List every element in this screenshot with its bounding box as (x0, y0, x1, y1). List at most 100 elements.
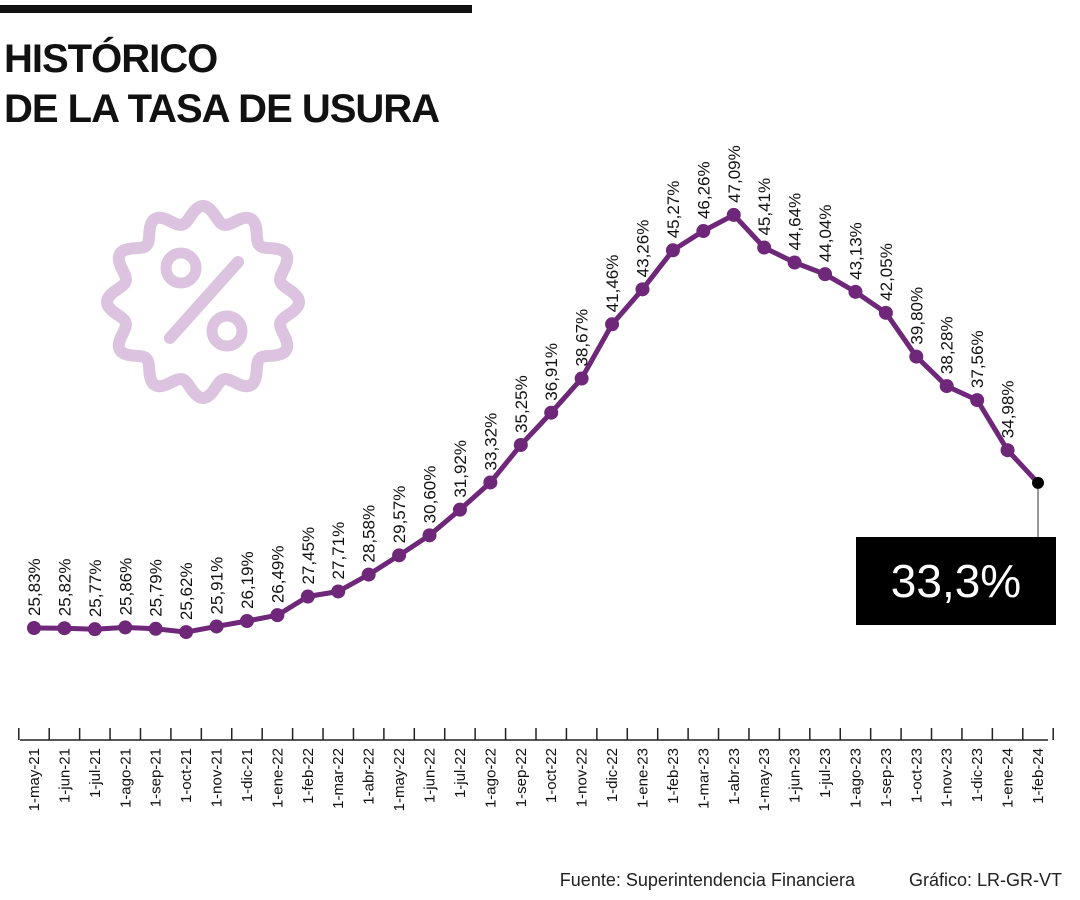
data-point (300, 589, 315, 604)
callout-box (856, 537, 1056, 625)
x-tick-label: 1-mar-22 (330, 748, 347, 809)
x-tick-label: 1-dic-21 (239, 748, 256, 802)
data-label: 25,91% (208, 557, 227, 615)
percent-dot-bottom (206, 310, 248, 352)
data-label: 41,46% (603, 255, 622, 313)
data-point (392, 548, 407, 563)
x-tick-label: 1-feb-22 (300, 748, 317, 804)
data-point (939, 379, 954, 394)
data-point (574, 371, 589, 386)
data-point (878, 305, 893, 320)
data-point (909, 349, 924, 364)
data-label: 35,25% (512, 375, 531, 433)
x-tick-label: 1-nov-22 (574, 748, 591, 807)
data-point (544, 405, 559, 420)
data-label: 38,28% (938, 316, 957, 374)
x-tick-label: 1-ago-21 (117, 748, 134, 808)
data-label: 29,57% (390, 486, 409, 544)
x-tick-label: 1-ene-22 (269, 748, 286, 808)
data-point (270, 608, 285, 623)
source-note: Fuente: Superintendencia Financiera (559, 870, 855, 890)
data-point (483, 475, 498, 490)
data-label: 46,26% (694, 161, 713, 219)
x-tick-label: 1-ene-23 (634, 748, 651, 808)
data-label: 25,86% (116, 558, 135, 616)
data-label: 47,09% (725, 145, 744, 203)
data-point (513, 437, 528, 452)
x-tick-label: 1-dic-22 (604, 748, 621, 802)
data-point (118, 620, 133, 635)
x-tick-label: 1-ago-22 (482, 748, 499, 808)
data-point (696, 224, 711, 239)
x-tick-label: 1-may-21 (26, 748, 43, 811)
chart-title: HISTÓRICO DE LA TASA DE USURA (4, 34, 440, 134)
data-point (361, 567, 376, 582)
x-tick-label: 1-abr-22 (361, 748, 378, 805)
percent-slash (164, 256, 244, 344)
x-tick-label: 1-sep-23 (878, 748, 895, 807)
title-line-1: HISTÓRICO (4, 37, 218, 81)
data-point (27, 621, 41, 635)
data-point (87, 622, 102, 637)
data-label: 31,92% (451, 440, 470, 498)
data-label: 27,45% (299, 527, 318, 585)
x-tick-label: 1-feb-23 (665, 748, 682, 804)
data-point (331, 584, 346, 599)
x-tick-label: 1-feb-24 (1030, 748, 1047, 804)
x-tick-label: 1-mar-23 (695, 748, 712, 809)
x-tick-label: 1-may-23 (756, 748, 773, 811)
x-tick-label: 1-ene-24 (1000, 748, 1017, 808)
data-label: 25,82% (55, 559, 74, 617)
data-point (1000, 443, 1015, 458)
data-point (148, 621, 163, 636)
data-point (726, 207, 741, 222)
x-tick-label: 1-jun-23 (787, 748, 804, 803)
data-point (757, 240, 772, 255)
x-tick-label: 1-abr-23 (726, 748, 743, 805)
x-tick-label: 1-ago-23 (847, 748, 864, 808)
data-label: 25,77% (86, 559, 105, 617)
data-label: 26,19% (238, 551, 257, 609)
data-point (605, 317, 620, 332)
x-tick-label: 1-jul-22 (452, 748, 469, 798)
data-point (57, 621, 72, 636)
data-point (848, 284, 863, 299)
data-point (970, 393, 985, 408)
series-line (33, 212, 1040, 635)
data-label: 34,98% (999, 381, 1018, 439)
x-tick-label: 1-sep-22 (513, 748, 530, 807)
x-tick-label: 1-jun-21 (56, 748, 73, 803)
x-tick-label: 1-nov-23 (939, 748, 956, 807)
data-point (787, 255, 802, 270)
data-label: 45,27% (664, 181, 683, 239)
data-point (635, 282, 650, 297)
data-point (818, 267, 833, 282)
data-label: 27,71% (329, 522, 348, 580)
data-label: 33,32% (481, 413, 500, 471)
credit-note: Gráfico: LR-GR-VT (908, 870, 1062, 890)
data-label: 25,62% (177, 562, 196, 620)
data-label: 42,05% (877, 243, 896, 301)
data-label: 26,49% (268, 546, 287, 604)
data-point (452, 502, 467, 517)
data-point (239, 614, 254, 629)
data-label: 25,83% (25, 558, 44, 616)
data-label: 37,56% (968, 330, 987, 388)
last-data-point (1032, 476, 1044, 489)
data-label: 45,41% (755, 178, 774, 236)
data-label: 43,13% (846, 222, 865, 280)
data-label: 44,04% (816, 205, 835, 263)
data-label: 25,79% (147, 559, 166, 617)
x-tick-label: 1-nov-21 (209, 748, 226, 807)
data-point (209, 619, 224, 634)
data-point (179, 625, 194, 640)
callout-value: 33,3% (891, 555, 1021, 607)
data-label: 39,80% (907, 287, 926, 345)
x-tick-label: 1-jul-21 (87, 748, 104, 798)
data-point (665, 243, 680, 258)
data-label: 30,60% (421, 466, 440, 524)
x-tick-label: 1-oct-22 (543, 748, 560, 803)
data-label: 44,64% (786, 193, 805, 251)
x-tick-label: 1-dic-23 (969, 748, 986, 802)
x-tick-label: 1-oct-23 (908, 748, 925, 803)
